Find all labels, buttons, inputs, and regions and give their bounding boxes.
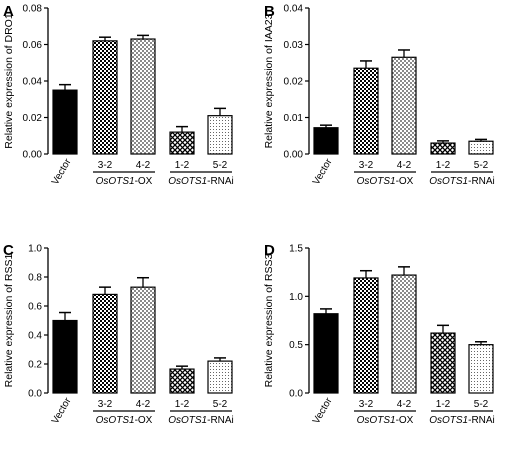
group-label-gene: OsOTS1 xyxy=(429,176,468,187)
x-tick-label: 4-2 xyxy=(136,160,151,171)
group-label: OsOTS1-RNAi xyxy=(168,176,234,187)
y-tick-label: 0.2 xyxy=(28,360,42,371)
bar xyxy=(353,67,379,155)
bar xyxy=(92,40,118,155)
group-label-gene: OsOTS1 xyxy=(429,415,468,426)
bar xyxy=(430,142,456,155)
x-tick-label: 1-2 xyxy=(436,399,451,410)
bar xyxy=(468,344,494,394)
bar xyxy=(169,131,195,155)
panel-letter: D xyxy=(264,242,275,259)
y-tick-label: 1.5 xyxy=(289,244,303,255)
panel-letter: C xyxy=(3,242,14,259)
y-tick-label: 0.8 xyxy=(28,273,42,284)
y-tick-label: 0.08 xyxy=(23,4,43,15)
x-tick-label: 5-2 xyxy=(474,399,489,410)
group-label-suffix: -RNAi xyxy=(468,176,495,187)
y-tick-label: 0.0 xyxy=(28,389,42,400)
y-tick-label: 1.0 xyxy=(28,244,42,255)
y-tick-label: 0.04 xyxy=(23,77,43,88)
y-tick-label: 0.6 xyxy=(28,302,42,313)
group-label-gene: OsOTS1 xyxy=(96,176,135,187)
y-tick-label: 0.5 xyxy=(289,340,303,351)
group-label-suffix: -RNAi xyxy=(207,176,234,187)
panel-letter: A xyxy=(3,3,14,20)
y-tick-label: 0.02 xyxy=(23,113,43,124)
x-tick-label: 5-2 xyxy=(474,160,489,171)
y-axis-label: Relative expression of RSS1 xyxy=(3,254,15,388)
x-tick-label: 3-2 xyxy=(359,160,374,171)
x-tick-label: 4-2 xyxy=(136,399,151,410)
x-tick-label: 1-2 xyxy=(175,160,190,171)
y-tick-label: 0.06 xyxy=(23,40,43,51)
y-axis-label: Relative expression of DRO1 xyxy=(3,13,15,149)
y-axis-label: Relative expression of RSS3 xyxy=(263,254,275,388)
y-tick-label: 0.00 xyxy=(23,150,43,161)
group-label-gene: OsOTS1 xyxy=(357,176,396,187)
group-label: OsOTS1-OX xyxy=(357,176,414,187)
panel-b: B 0.00 0.01 0.02 0.03 0.04 Relative expression… xyxy=(263,3,495,187)
group-label: OsOTS1-OX xyxy=(96,415,153,426)
bar xyxy=(207,115,233,155)
panel-a: A 0.00 0.02 0.04 0.06 0.08 Relative expression… xyxy=(3,3,234,187)
group-label-gene: OsOTS1 xyxy=(168,176,207,187)
y-axis-label: Relative expression of IAA23 xyxy=(263,13,275,148)
y-tick-label: 0.01 xyxy=(284,113,304,124)
bar xyxy=(313,313,339,394)
x-tick-label: Vector xyxy=(50,395,74,426)
y-tick-label: 0.4 xyxy=(28,331,42,342)
group-label: OsOTS1-RNAi xyxy=(168,415,234,426)
x-tick-label: Vector xyxy=(50,156,74,187)
group-label-suffix: -RNAi xyxy=(468,415,495,426)
x-tick-label: 3-2 xyxy=(98,160,113,171)
x-tick-label: 4-2 xyxy=(397,160,412,171)
x-tick-label: 1-2 xyxy=(175,399,190,410)
x-tick-label: 3-2 xyxy=(359,399,374,410)
bar xyxy=(207,360,233,394)
bar xyxy=(52,319,78,394)
bar xyxy=(391,274,417,394)
group-label: OsOTS1-OX xyxy=(357,415,414,426)
x-tick-label: 3-2 xyxy=(98,399,113,410)
group-label-gene: OsOTS1 xyxy=(168,415,207,426)
bar xyxy=(130,38,156,155)
panel-c: C 0.0 0.2 0.4 0.6 0.8 1.0 Relative expression o… xyxy=(3,242,234,426)
y-tick-label: 0.02 xyxy=(284,77,304,88)
y-tick-label: 0.03 xyxy=(284,40,304,51)
x-tick-label: 5-2 xyxy=(213,399,228,410)
x-tick-label: 1-2 xyxy=(436,160,451,171)
bar xyxy=(468,140,494,155)
bar xyxy=(430,332,456,394)
group-label-suffix: -OX xyxy=(135,176,153,187)
panel-letter: B xyxy=(264,3,275,20)
panel-d: D 0.0 0.5 1.0 1.5 Relative expression of RSS3… xyxy=(263,242,495,426)
x-tick-label: Vector xyxy=(311,156,335,187)
bar xyxy=(391,56,417,155)
bar xyxy=(313,127,339,155)
group-label-suffix: -OX xyxy=(396,415,414,426)
group-label: OsOTS1-RNAi xyxy=(429,176,495,187)
bar xyxy=(353,277,379,394)
group-label-gene: OsOTS1 xyxy=(96,415,135,426)
group-label-suffix: -RNAi xyxy=(207,415,234,426)
group-label-suffix: -OX xyxy=(396,176,414,187)
group-label-suffix: -OX xyxy=(135,415,153,426)
x-tick-label: 5-2 xyxy=(213,160,228,171)
group-label: OsOTS1-OX xyxy=(96,176,153,187)
bar xyxy=(52,89,78,155)
y-tick-label: 0.0 xyxy=(289,389,303,400)
bar xyxy=(92,293,118,394)
bar xyxy=(130,286,156,394)
group-label-gene: OsOTS1 xyxy=(357,415,396,426)
y-tick-label: 0.04 xyxy=(284,4,304,15)
y-tick-label: 0.00 xyxy=(284,150,304,161)
group-label: OsOTS1-RNAi xyxy=(429,415,495,426)
bar xyxy=(169,368,195,394)
x-tick-label: Vector xyxy=(311,395,335,426)
y-tick-label: 1.0 xyxy=(289,292,303,303)
x-tick-label: 4-2 xyxy=(397,399,412,410)
